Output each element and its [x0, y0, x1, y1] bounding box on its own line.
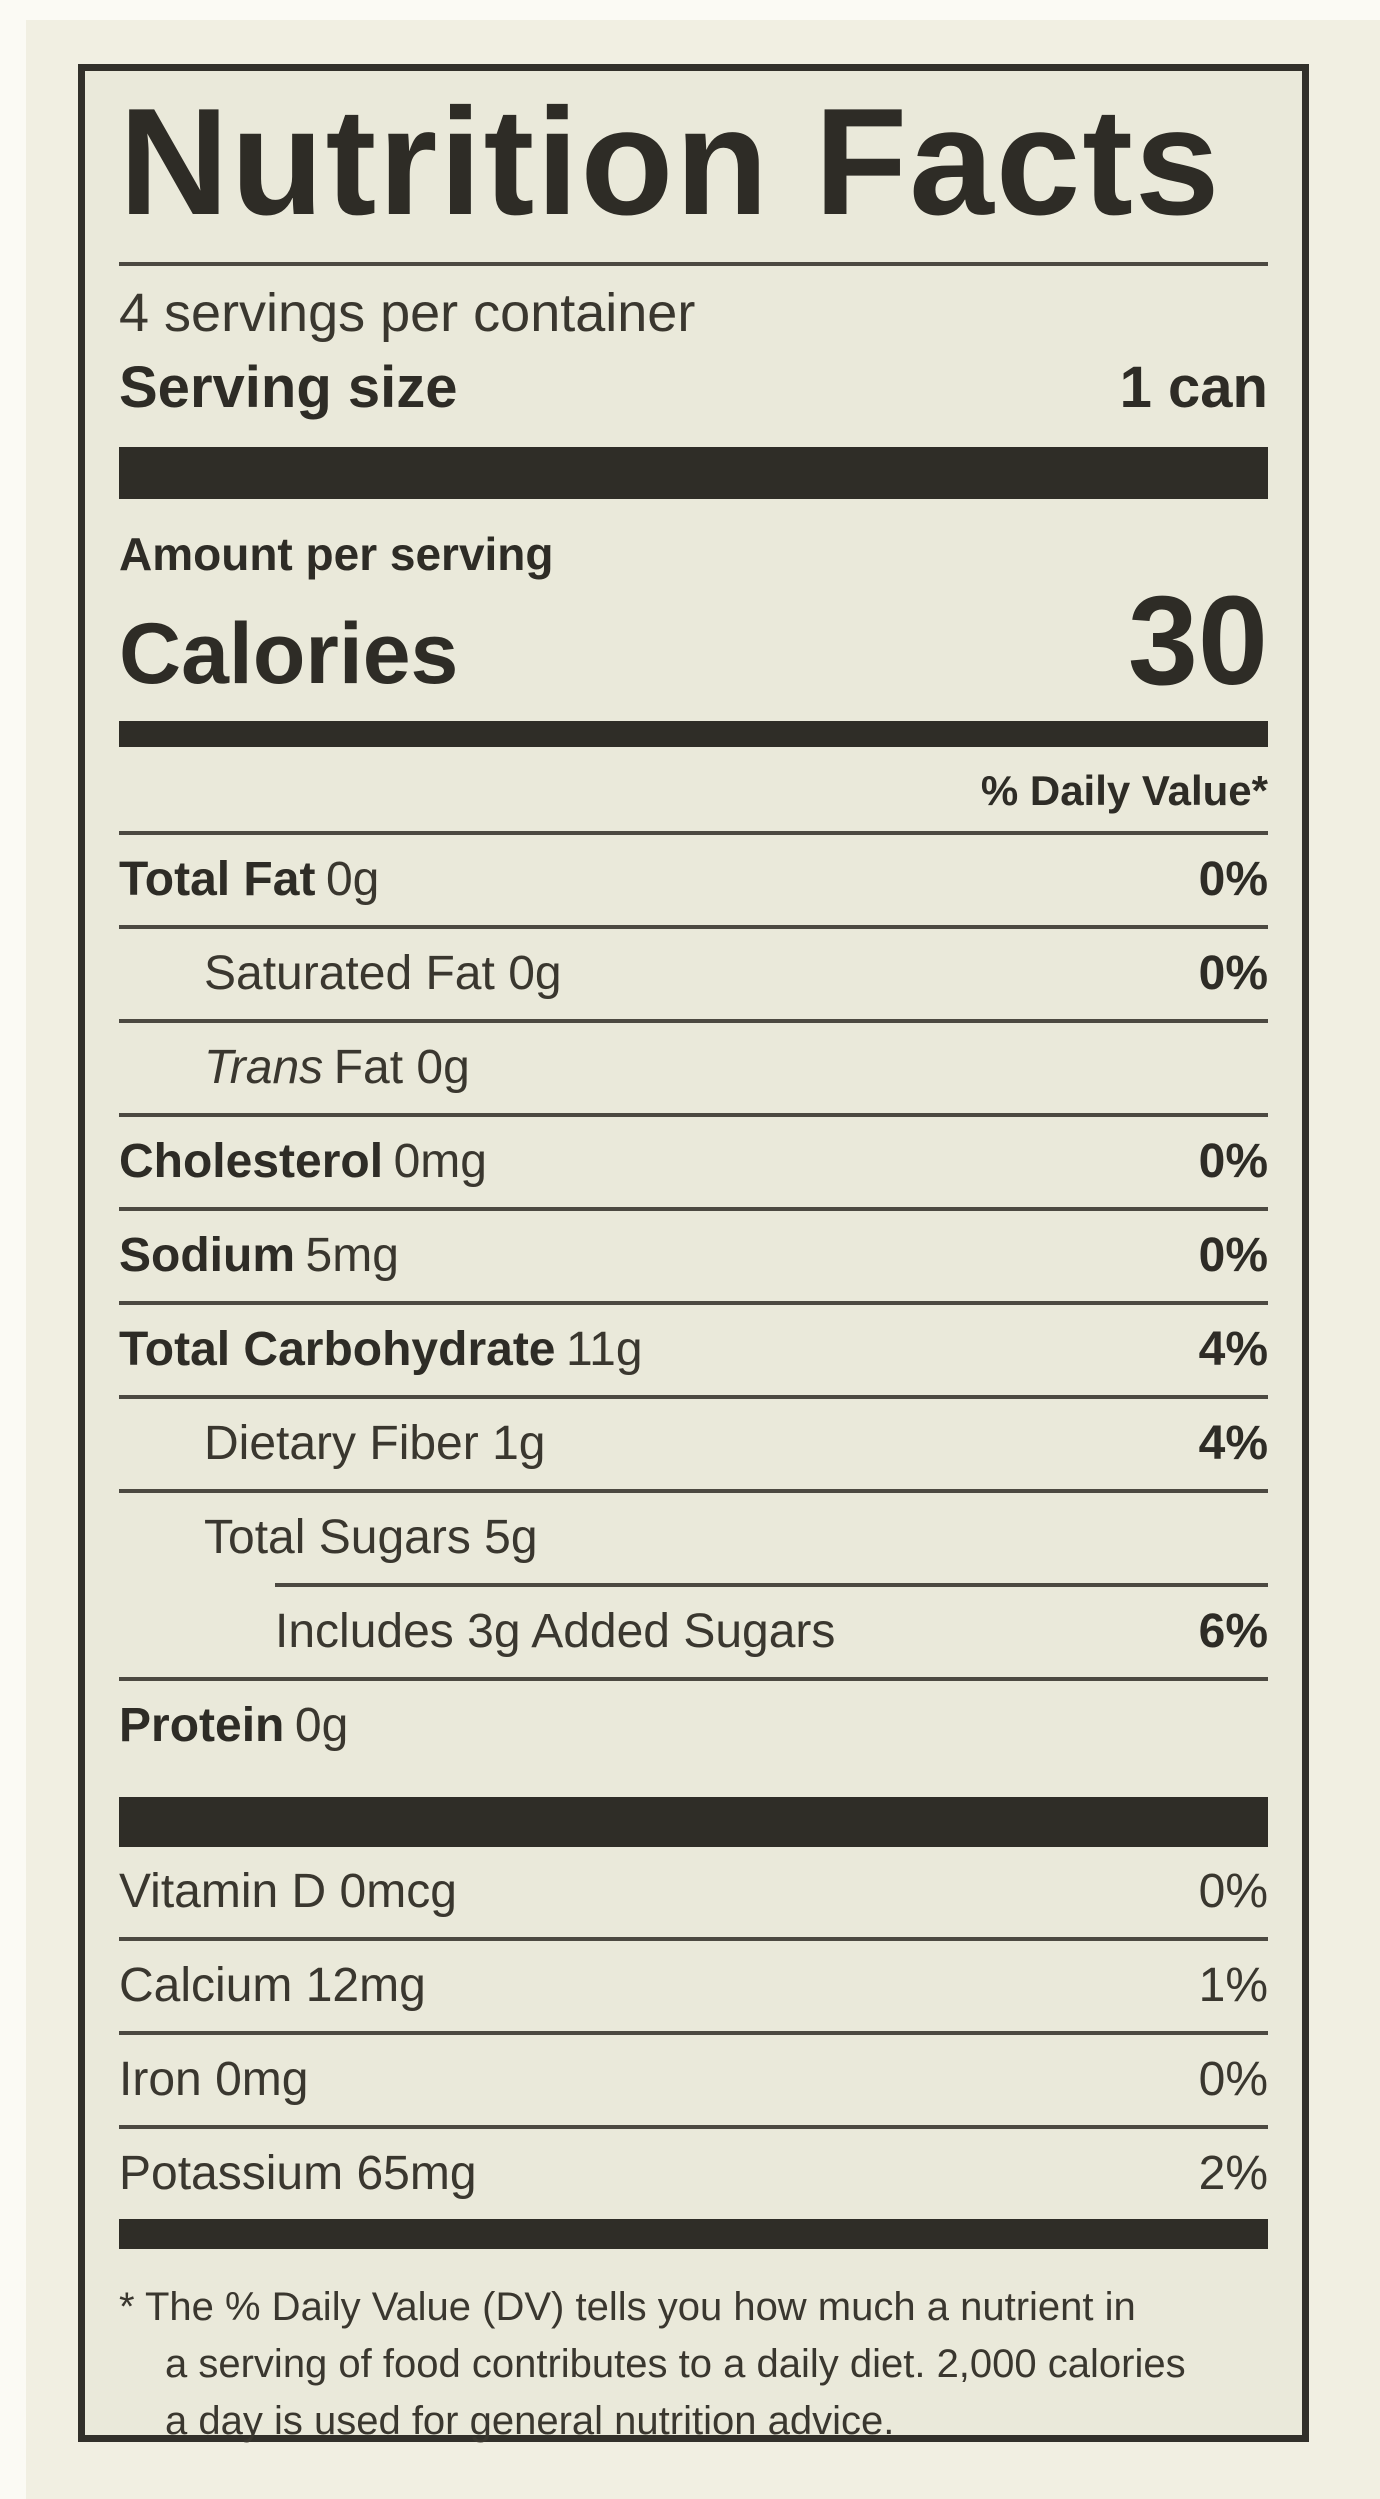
serving-size-label: Serving size	[119, 355, 458, 421]
daily-value-header: % Daily Value*	[980, 766, 1268, 814]
nutrient-name: Includes 3g Added Sugars	[275, 1604, 836, 1658]
nutrient-name: Vitamin D 0mcg	[119, 1864, 457, 1918]
row-dietary-fiber: Dietary Fiber 1g 4%	[119, 1399, 1268, 1489]
nutrient-amount: 0g	[416, 1040, 470, 1094]
serving-size-value: 1 can	[1119, 355, 1268, 421]
divider	[119, 1676, 1268, 1681]
row-total-fat: Total Fat 0g 0%	[119, 835, 1268, 925]
daily-value: 0%	[1198, 1864, 1268, 1918]
calories-label: Calories	[119, 605, 459, 702]
nutrient-amount: 1g	[492, 1416, 546, 1470]
nutrient-amount: 12mg	[305, 1958, 426, 2012]
row-cholesterol: Cholesterol 0mg 0%	[119, 1117, 1268, 1207]
nutrition-facts-panel: Nutrition Facts 4 servings per container…	[78, 64, 1309, 2443]
nutrient-amount: 65mg	[356, 2146, 477, 2200]
nutrient-name: Dietary Fiber 1g	[204, 1416, 546, 1470]
footnote-line: * The % Daily Value (DV) tells you how m…	[119, 2284, 1136, 2329]
nutrient-amount: 11g	[566, 1322, 643, 1376]
nutrient-amount: 0g	[294, 1698, 349, 1752]
divider	[119, 1488, 1268, 1493]
daily-value: 1%	[1198, 1958, 1268, 2012]
nutrient-name: Cholesterol 0mg	[119, 1134, 487, 1188]
nutrient-amount: 0mcg	[339, 1864, 457, 1918]
nutrient-name: Protein 0g	[119, 1698, 349, 1752]
daily-value-footnote: * The % Daily Value (DV) tells you how m…	[119, 2279, 1268, 2450]
divider	[119, 262, 1268, 267]
divider	[119, 1936, 1268, 1941]
daily-value: 0%	[1198, 946, 1268, 1000]
row-iron: Iron 0mg 0%	[119, 2035, 1268, 2125]
row-trans-fat: Trans Fat 0g	[119, 1023, 1268, 1113]
medium-separator-bar	[119, 720, 1268, 747]
footnote-line: a serving of food contributes to a daily…	[165, 2341, 1186, 2386]
nutrient-amount: 0mg	[393, 1134, 487, 1188]
thick-separator-bar	[119, 1796, 1268, 1847]
divider	[119, 1394, 1268, 1399]
medium-separator-bar	[119, 2218, 1268, 2249]
daily-value: 0%	[1198, 1228, 1268, 1282]
daily-value: 6%	[1198, 1604, 1268, 1658]
nutrient-amount: 0g	[325, 852, 380, 906]
nutrient-name: Iron 0mg	[119, 2052, 309, 2106]
row-sodium: Sodium 5mg 0%	[119, 1211, 1268, 1301]
serving-size-row: Serving size 1 can	[119, 354, 1268, 421]
calories-value: 30	[1127, 570, 1268, 712]
row-protein: Protein 0g	[119, 1681, 1268, 1771]
divider	[119, 1112, 1268, 1117]
divider	[119, 1300, 1268, 1305]
nutrient-amount: 5mg	[305, 1228, 399, 1282]
nutrient-name: Trans Fat 0g	[204, 1040, 470, 1094]
daily-value: 2%	[1198, 2146, 1268, 2200]
daily-value: 0%	[1198, 852, 1268, 906]
calories-row: Calories 30	[119, 570, 1268, 712]
nutrient-name: Total Sugars 5g	[204, 1510, 538, 1564]
nutrient-amount: 0g	[508, 946, 562, 1000]
nutrient-name: Total Fat 0g	[119, 852, 380, 906]
nutrient-name: Sodium 5mg	[119, 1228, 399, 1282]
nutrient-name: Total Carbohydrate 11g	[119, 1322, 643, 1376]
row-vitamin-d: Vitamin D 0mcg 0%	[119, 1847, 1268, 1937]
panel-title: Nutrition Facts	[119, 77, 1222, 247]
divider-indented	[275, 1582, 1268, 1587]
nutrient-amount: 0mg	[215, 2052, 309, 2106]
divider	[119, 1206, 1268, 1211]
nutrient-amount: 5g	[484, 1510, 538, 1564]
daily-value: 0%	[1198, 1134, 1268, 1188]
divider	[119, 2030, 1268, 2035]
row-total-sugars: Total Sugars 5g	[119, 1493, 1268, 1583]
daily-value: 4%	[1198, 1322, 1268, 1376]
row-potassium: Potassium 65mg 2%	[119, 2129, 1268, 2219]
servings-per-container: 4 servings per container	[119, 283, 696, 344]
divider	[119, 830, 1268, 835]
footnote-line: a day is used for general nutrition advi…	[165, 2398, 895, 2443]
thick-separator-bar	[119, 447, 1268, 500]
row-added-sugars: Includes 3g Added Sugars 6%	[119, 1587, 1268, 1677]
divider	[119, 1018, 1268, 1023]
divider	[119, 2124, 1268, 2129]
nutrient-name: Saturated Fat 0g	[204, 946, 562, 1000]
row-total-carbohydrate: Total Carbohydrate 11g 4%	[119, 1305, 1268, 1395]
row-calcium: Calcium 12mg 1%	[119, 1941, 1268, 2031]
daily-value: 0%	[1198, 2052, 1268, 2106]
amount-per-serving-label: Amount per serving	[119, 528, 554, 581]
nutrient-name: Calcium 12mg	[119, 1958, 426, 2012]
divider	[119, 924, 1268, 929]
row-saturated-fat: Saturated Fat 0g 0%	[119, 929, 1268, 1019]
nutrient-name: Potassium 65mg	[119, 2146, 477, 2200]
daily-value: 4%	[1198, 1416, 1268, 1470]
